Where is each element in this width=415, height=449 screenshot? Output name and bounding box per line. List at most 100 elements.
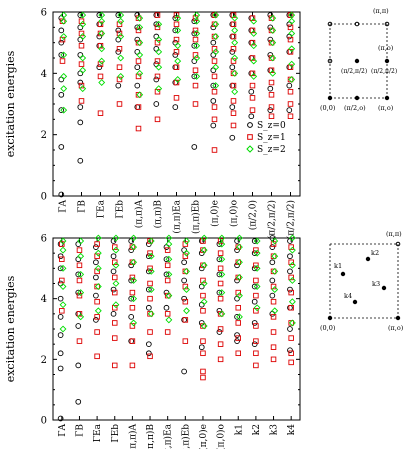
data-point — [155, 20, 163, 28]
data-point — [181, 247, 187, 253]
data-point — [79, 20, 87, 28]
data-point — [234, 262, 240, 269]
data-point — [191, 58, 198, 64]
data-point — [145, 241, 152, 247]
data-point — [57, 241, 64, 247]
data-point — [248, 39, 255, 46]
data-point — [288, 359, 294, 366]
data-point — [57, 332, 64, 338]
data-point — [268, 79, 275, 86]
data-point — [286, 64, 293, 71]
x-tick-label: (π,0)e — [210, 200, 221, 227]
data-point — [269, 310, 276, 317]
data-point — [248, 70, 255, 77]
data-point — [130, 258, 138, 266]
data-point — [147, 265, 153, 272]
data-point — [75, 271, 82, 278]
data-point — [75, 362, 82, 369]
data-point — [93, 259, 99, 266]
data-point — [268, 55, 275, 61]
data-point — [253, 304, 261, 312]
data-point — [200, 368, 206, 375]
data-point — [251, 283, 258, 290]
data-point — [288, 305, 294, 311]
data-point — [253, 237, 261, 245]
x-tick-label: (π,π)Ea — [172, 199, 183, 233]
data-point — [111, 362, 118, 369]
data-point — [60, 51, 68, 59]
data-point — [135, 39, 142, 46]
data-point — [58, 39, 65, 46]
inset-label: k4 — [344, 292, 352, 300]
data-point — [173, 12, 180, 18]
y-tick-label: 4 — [41, 294, 47, 305]
data-point — [193, 54, 201, 62]
data-point — [287, 286, 293, 293]
data-point — [234, 247, 240, 253]
data-point — [200, 234, 208, 242]
data-point — [60, 85, 68, 93]
data-point — [267, 107, 274, 113]
data-point — [253, 338, 259, 344]
data-point — [253, 283, 261, 290]
data-point — [164, 292, 171, 299]
data-point — [267, 85, 274, 92]
data-point — [217, 238, 224, 244]
data-point — [288, 234, 296, 242]
data-point — [198, 320, 205, 326]
data-point — [59, 256, 65, 262]
data-point — [270, 241, 277, 247]
data-point — [271, 307, 279, 315]
data-point — [76, 292, 83, 299]
inset-point — [327, 21, 333, 27]
data-point — [112, 301, 120, 309]
data-point — [230, 82, 237, 89]
data-point — [231, 69, 239, 77]
data-point — [236, 258, 243, 266]
data-point — [147, 237, 155, 245]
data-point — [110, 253, 117, 260]
data-point — [164, 247, 171, 253]
data-point — [193, 72, 201, 80]
data-point — [97, 42, 104, 49]
data-point — [154, 88, 161, 95]
data-point — [182, 298, 189, 305]
x-tick-label: (π,0)o — [216, 424, 227, 449]
data-point — [93, 274, 99, 281]
inset-label: k1 — [334, 262, 342, 270]
data-point — [210, 39, 217, 46]
data-point — [230, 58, 237, 64]
inset-label: (0,0) — [320, 324, 336, 332]
data-point — [288, 274, 294, 281]
data-point — [235, 320, 241, 326]
data-point — [79, 85, 87, 93]
data-point — [174, 42, 182, 50]
data-point — [93, 292, 99, 299]
data-point — [147, 267, 155, 275]
data-point — [288, 261, 296, 269]
data-point — [58, 91, 65, 98]
x-tick-label: (π/2,π/2) — [267, 200, 278, 239]
data-point — [211, 147, 218, 153]
data-point — [212, 48, 220, 56]
data-point — [117, 11, 125, 19]
data-point — [183, 307, 190, 315]
data-point — [269, 39, 277, 47]
inset-point — [352, 299, 358, 305]
data-point — [216, 271, 223, 278]
data-point — [97, 21, 104, 28]
data-point — [116, 46, 123, 52]
data-point — [210, 98, 217, 104]
data-point — [216, 289, 223, 296]
data-point — [129, 362, 136, 369]
y-axis-label: excitation energies — [4, 50, 17, 157]
data-point — [249, 55, 256, 61]
data-point — [60, 72, 68, 80]
data-point — [183, 237, 190, 245]
inset-label: (π/2,π/2) — [371, 68, 397, 75]
data-point — [217, 280, 224, 287]
data-point — [248, 88, 255, 95]
data-point — [251, 238, 258, 244]
y-tick-label: 4 — [41, 69, 47, 80]
data-point — [60, 17, 68, 25]
